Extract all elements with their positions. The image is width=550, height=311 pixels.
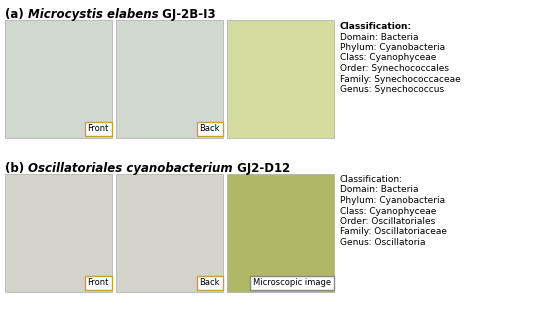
Text: Oscillatoriales cyanobacterium: Oscillatoriales cyanobacterium [28,162,233,175]
Bar [227,174,334,292]
Bar [227,20,334,138]
Text: Order: Oscillatoriales: Order: Oscillatoriales [340,217,435,226]
Bar [116,20,223,138]
Text: Back: Back [200,278,220,287]
Text: Front: Front [87,278,109,287]
Text: Classification:: Classification: [340,22,412,31]
Text: Domain: Bacteria: Domain: Bacteria [340,33,419,41]
Text: Domain: Bacteria: Domain: Bacteria [340,185,419,194]
Text: Microscopic image: Microscopic image [253,278,331,287]
Text: Class: Cyanophyceae: Class: Cyanophyceae [340,53,436,63]
Text: Phylum: Cyanobacteria: Phylum: Cyanobacteria [340,196,445,205]
Text: Back: Back [200,124,220,133]
Text: Family: Synechococcaceae: Family: Synechococcaceae [340,75,461,83]
Text: GJ2-D12: GJ2-D12 [233,162,290,175]
Text: Genus: Oscillatoria: Genus: Oscillatoria [340,238,426,247]
Bar [116,174,223,292]
Text: Phylum: Cyanobacteria: Phylum: Cyanobacteria [340,43,445,52]
Text: Front: Front [87,124,109,133]
Text: Order: Synechococcales: Order: Synechococcales [340,64,449,73]
Text: Class: Cyanophyceae: Class: Cyanophyceae [340,207,436,216]
Text: GJ-2B-I3: GJ-2B-I3 [158,8,216,21]
Text: Microcystis elabens: Microcystis elabens [28,8,158,21]
Text: (a): (a) [5,8,28,21]
Text: (b): (b) [5,162,28,175]
Bar [5,20,112,138]
Text: Genus: Synechococcus: Genus: Synechococcus [340,85,444,94]
Text: Family: Oscillatoriaceae: Family: Oscillatoriaceae [340,228,447,236]
Bar [5,174,112,292]
Text: Classification:: Classification: [340,175,403,184]
